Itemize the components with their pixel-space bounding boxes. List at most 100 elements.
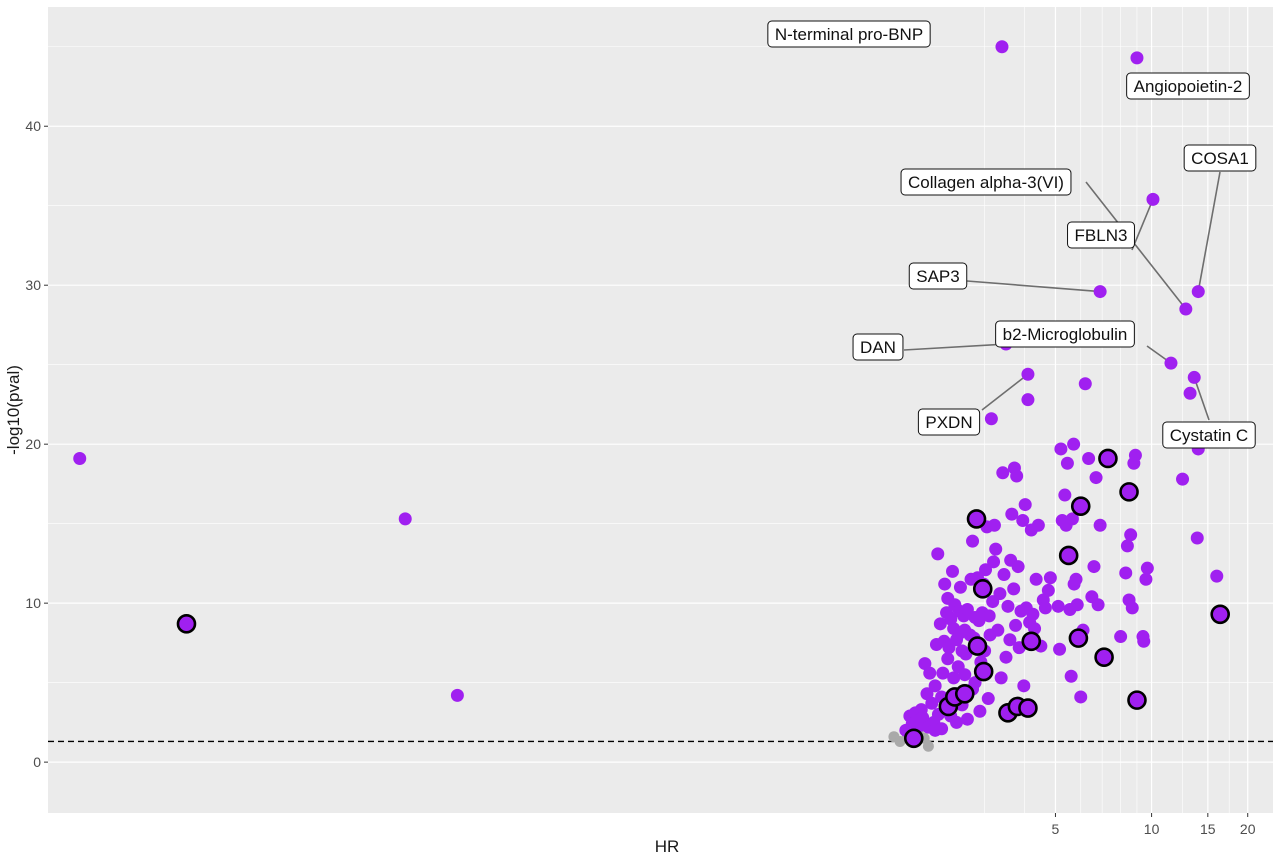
data-point (1089, 471, 1103, 485)
data-point-highlighted (1058, 545, 1079, 566)
x-tick-label: 10 (1144, 821, 1160, 837)
point-label: FBLN3 (1075, 226, 1128, 245)
data-point-highlighted (967, 636, 988, 656)
y-tick-label: 40 (25, 118, 41, 134)
data-point (997, 568, 1011, 582)
data-point (1070, 598, 1084, 612)
y-axis-title: -log10(pval) (4, 365, 23, 455)
data-point-labeled (1130, 51, 1144, 65)
data-point-highlighted (954, 683, 975, 704)
data-point-highlighted (903, 728, 924, 749)
data-point (1054, 442, 1068, 456)
data-point (1210, 569, 1224, 583)
data-point (966, 534, 980, 548)
label-box (852, 333, 904, 361)
data-point (1082, 451, 1096, 465)
label-leader-line (1197, 171, 1221, 292)
label-box (1067, 221, 1135, 249)
data-point (931, 547, 945, 561)
data-point-nonsignificant (922, 740, 934, 752)
data-point (398, 512, 412, 526)
data-point (1026, 607, 1040, 621)
data-point (1009, 618, 1023, 632)
data-point (993, 587, 1007, 601)
data-point (994, 671, 1008, 685)
data-point (923, 666, 937, 680)
data-point-labeled (1146, 192, 1160, 206)
data-point (1120, 539, 1134, 553)
x-tick-label: 5 (1052, 821, 1060, 837)
data-point (1018, 498, 1032, 512)
data-point (73, 451, 87, 465)
y-tick-label: 30 (25, 277, 41, 293)
data-point (1041, 583, 1055, 597)
data-point-highlighted (973, 661, 994, 682)
data-point (982, 609, 996, 623)
data-points (73, 40, 1230, 752)
point-label: b2-Microglobulin (1003, 325, 1128, 344)
data-point (1114, 630, 1128, 644)
x-axis-title: HR (655, 837, 680, 856)
label-box (1162, 421, 1256, 449)
data-point-labeled (995, 40, 1009, 54)
data-point (928, 679, 942, 693)
data-point (1038, 601, 1052, 615)
label-box (900, 168, 1072, 196)
data-point (958, 668, 972, 682)
data-point (1065, 512, 1079, 526)
data-point-highlighted (1068, 628, 1089, 648)
label-box (908, 262, 968, 290)
point-label: COSA1 (1191, 149, 1249, 168)
data-point (979, 563, 993, 577)
data-point-labeled (1021, 367, 1035, 381)
data-point (984, 412, 998, 426)
data-point (1043, 571, 1057, 585)
data-point (1128, 448, 1142, 462)
y-tick-label: 0 (33, 754, 41, 770)
y-tick-label: 20 (25, 436, 41, 452)
data-point-labeled (1179, 302, 1193, 316)
data-point (1067, 437, 1081, 451)
data-point (973, 704, 987, 718)
data-point-highlighted (1210, 604, 1230, 625)
data-point (999, 650, 1013, 664)
data-point (1074, 690, 1088, 704)
data-point-highlighted (1119, 482, 1139, 502)
data-point-highlighted (1021, 631, 1042, 652)
data-point (1078, 377, 1092, 391)
data-point (1016, 513, 1030, 527)
point-label: SAP3 (916, 267, 959, 286)
data-point (450, 688, 464, 702)
label-leader-line (903, 343, 1007, 351)
point-label: Angiopoietin-2 (1134, 77, 1243, 96)
data-point-highlighted (1094, 647, 1114, 668)
data-point-highlighted (176, 614, 197, 634)
data-point (981, 692, 995, 706)
data-point (946, 564, 960, 578)
panel-background (48, 7, 1273, 813)
data-point (950, 715, 964, 729)
data-point-labeled (1093, 285, 1107, 299)
data-point (1087, 560, 1101, 574)
data-point (1124, 528, 1138, 542)
data-point (1093, 518, 1107, 532)
data-point (1011, 560, 1025, 574)
data-point (1007, 582, 1021, 596)
data-point (1001, 599, 1015, 613)
data-point (1051, 599, 1065, 613)
label-box (1126, 72, 1250, 100)
data-point-highlighted (1070, 496, 1091, 516)
data-point (1190, 531, 1204, 545)
label-leader-line (966, 280, 1101, 293)
data-point (1021, 393, 1035, 407)
data-point (1060, 456, 1074, 470)
data-point (941, 652, 955, 666)
point-label: Cystatin C (1170, 426, 1248, 445)
y-axis-ticks: 0 10 20 30 40 (25, 118, 48, 770)
data-point-labeled (1187, 370, 1201, 384)
point-labels: N-terminal pro-BNP Angiopoietin-2 COSA1 Col… (767, 20, 1257, 449)
data-point (1029, 572, 1043, 586)
label-leader-line (1131, 199, 1154, 251)
data-point (1091, 598, 1105, 612)
data-point (1064, 669, 1078, 683)
